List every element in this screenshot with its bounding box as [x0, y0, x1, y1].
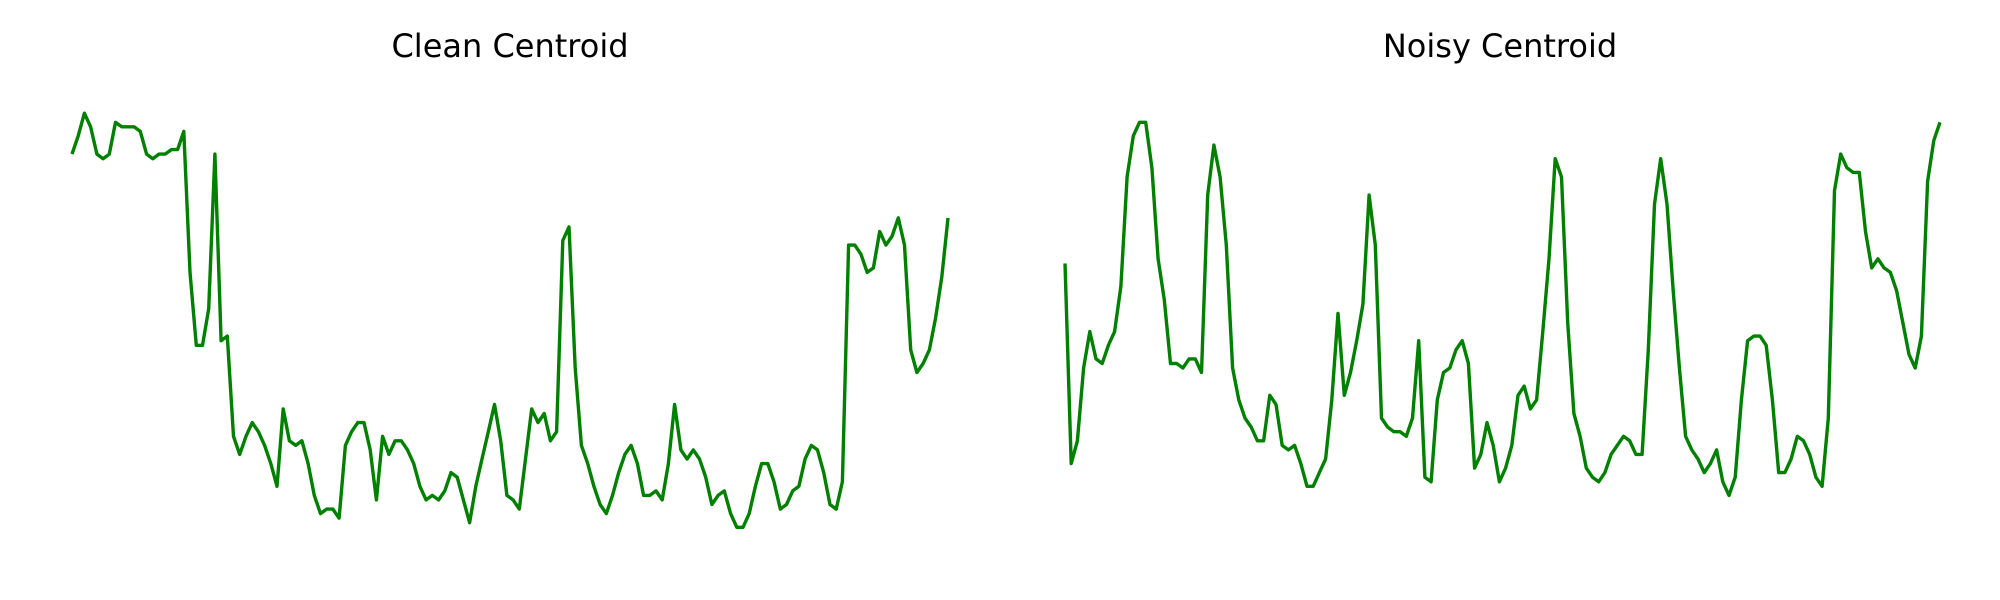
clean-centroid-line	[70, 111, 950, 529]
noisy-centroid-panel: Noisy Centroid	[1063, 27, 1942, 498]
clean-centroid-title: Clean Centroid	[391, 27, 628, 65]
noisy-centroid-title: Noisy Centroid	[1383, 27, 1617, 65]
clean-centroid-panel: Clean Centroid	[70, 27, 950, 529]
noisy-centroid-line	[1063, 120, 1942, 498]
